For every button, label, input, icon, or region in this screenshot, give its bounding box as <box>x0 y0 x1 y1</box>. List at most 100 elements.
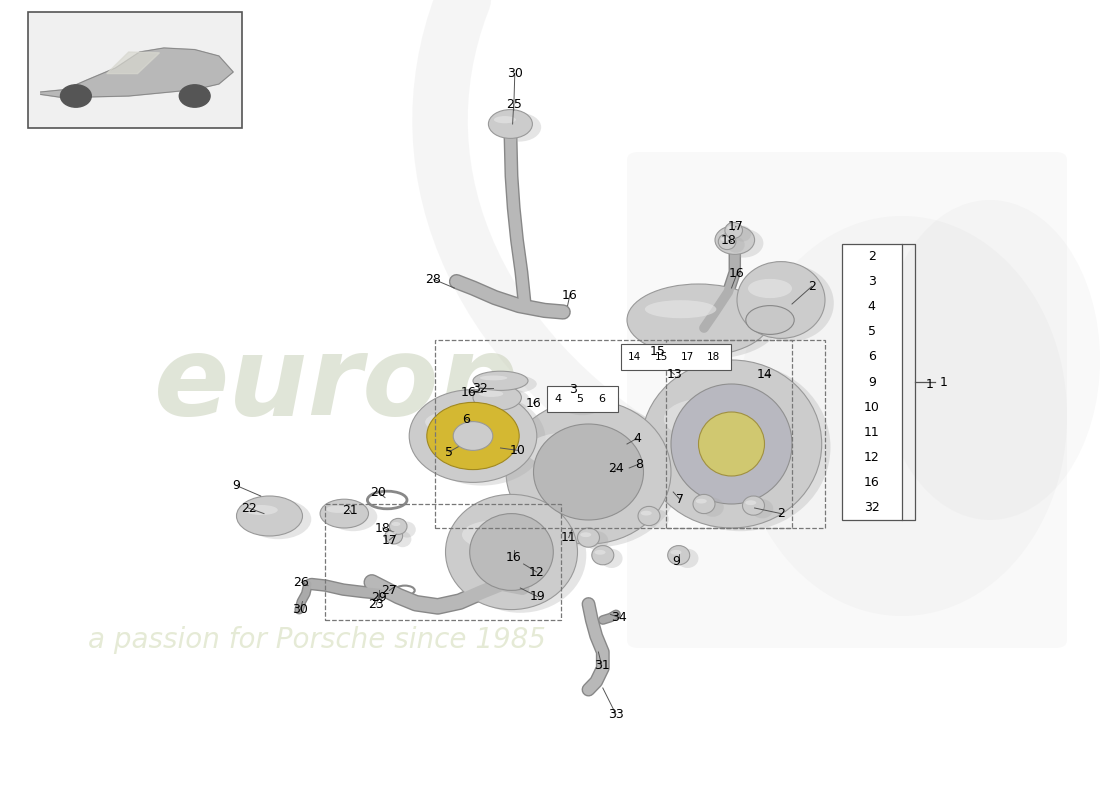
Text: 10: 10 <box>510 444 526 457</box>
Ellipse shape <box>586 531 608 550</box>
Ellipse shape <box>664 398 755 440</box>
Ellipse shape <box>453 422 493 450</box>
Text: 32: 32 <box>864 501 880 514</box>
Text: 2: 2 <box>777 507 785 520</box>
Ellipse shape <box>751 499 773 518</box>
Text: a passion for Porsche since 1985: a passion for Porsche since 1985 <box>88 626 546 654</box>
Text: 23: 23 <box>368 598 384 611</box>
Ellipse shape <box>497 113 541 142</box>
Ellipse shape <box>462 520 528 549</box>
Text: 27: 27 <box>382 584 397 597</box>
Text: 3: 3 <box>868 275 876 288</box>
Bar <box>434 340 792 528</box>
Bar <box>324 504 561 620</box>
Ellipse shape <box>398 522 416 538</box>
Ellipse shape <box>638 506 660 526</box>
Ellipse shape <box>676 549 698 568</box>
Text: 17: 17 <box>728 220 744 233</box>
Text: 5: 5 <box>576 394 583 404</box>
Ellipse shape <box>650 363 830 531</box>
Ellipse shape <box>425 410 488 434</box>
Ellipse shape <box>627 284 770 356</box>
Text: 16: 16 <box>461 386 476 398</box>
Polygon shape <box>107 52 160 74</box>
Ellipse shape <box>636 287 779 359</box>
Ellipse shape <box>427 402 519 470</box>
Text: 9: 9 <box>868 375 876 389</box>
Ellipse shape <box>702 498 724 517</box>
Ellipse shape <box>748 279 792 298</box>
Text: 13: 13 <box>667 368 682 381</box>
Ellipse shape <box>506 400 671 544</box>
Text: 17: 17 <box>681 352 694 362</box>
Ellipse shape <box>671 550 682 554</box>
Text: 33: 33 <box>608 708 624 721</box>
Ellipse shape <box>727 226 736 230</box>
Ellipse shape <box>385 528 403 544</box>
Bar <box>547 386 618 412</box>
Text: 2: 2 <box>868 250 876 263</box>
Ellipse shape <box>645 300 716 318</box>
Text: 12: 12 <box>529 566 544 578</box>
Text: 1: 1 <box>925 378 934 390</box>
Ellipse shape <box>389 518 407 534</box>
Ellipse shape <box>734 226 751 242</box>
Ellipse shape <box>698 412 764 476</box>
Ellipse shape <box>244 505 277 515</box>
Ellipse shape <box>482 388 530 414</box>
Ellipse shape <box>578 528 600 547</box>
Text: 18: 18 <box>720 234 736 246</box>
Text: 32: 32 <box>472 382 487 394</box>
Ellipse shape <box>488 110 532 138</box>
Text: 11: 11 <box>561 531 576 544</box>
Text: 21: 21 <box>342 504 358 517</box>
Bar <box>842 244 902 520</box>
FancyBboxPatch shape <box>627 152 1067 648</box>
Ellipse shape <box>409 390 537 482</box>
Ellipse shape <box>718 234 736 250</box>
Text: 4: 4 <box>632 432 641 445</box>
Ellipse shape <box>693 494 715 514</box>
Text: 10: 10 <box>864 401 880 414</box>
Text: 18: 18 <box>707 352 721 362</box>
Ellipse shape <box>245 499 311 539</box>
Text: 6: 6 <box>462 413 471 426</box>
Ellipse shape <box>470 514 553 590</box>
Text: 12: 12 <box>864 450 880 464</box>
Text: 4: 4 <box>868 300 876 314</box>
Text: 19: 19 <box>530 590 546 603</box>
Ellipse shape <box>725 222 742 238</box>
Circle shape <box>179 85 210 107</box>
Text: 22: 22 <box>241 502 256 514</box>
Text: 6: 6 <box>868 350 876 363</box>
Ellipse shape <box>473 385 521 410</box>
Ellipse shape <box>724 229 763 258</box>
Ellipse shape <box>641 360 822 528</box>
Text: 17: 17 <box>382 534 397 546</box>
Ellipse shape <box>320 499 368 528</box>
Text: 28: 28 <box>426 273 441 286</box>
Bar <box>621 344 732 370</box>
Ellipse shape <box>473 371 528 390</box>
Ellipse shape <box>671 384 792 504</box>
Ellipse shape <box>494 116 516 123</box>
Ellipse shape <box>454 498 586 613</box>
Text: 26: 26 <box>294 576 309 589</box>
Text: 2: 2 <box>807 280 816 293</box>
Text: 15: 15 <box>654 352 668 362</box>
Text: 24: 24 <box>608 462 624 475</box>
Text: 16: 16 <box>729 267 745 280</box>
Text: 9: 9 <box>672 555 681 568</box>
Ellipse shape <box>696 498 707 503</box>
Text: 6: 6 <box>598 394 605 404</box>
Ellipse shape <box>534 424 644 520</box>
Ellipse shape <box>387 531 396 536</box>
Ellipse shape <box>236 496 302 536</box>
Ellipse shape <box>880 200 1100 520</box>
Ellipse shape <box>720 232 740 239</box>
Text: 14: 14 <box>628 352 641 362</box>
Text: 30: 30 <box>507 67 522 80</box>
Text: 25: 25 <box>506 98 521 110</box>
Ellipse shape <box>581 532 592 537</box>
Text: 4: 4 <box>554 394 561 404</box>
